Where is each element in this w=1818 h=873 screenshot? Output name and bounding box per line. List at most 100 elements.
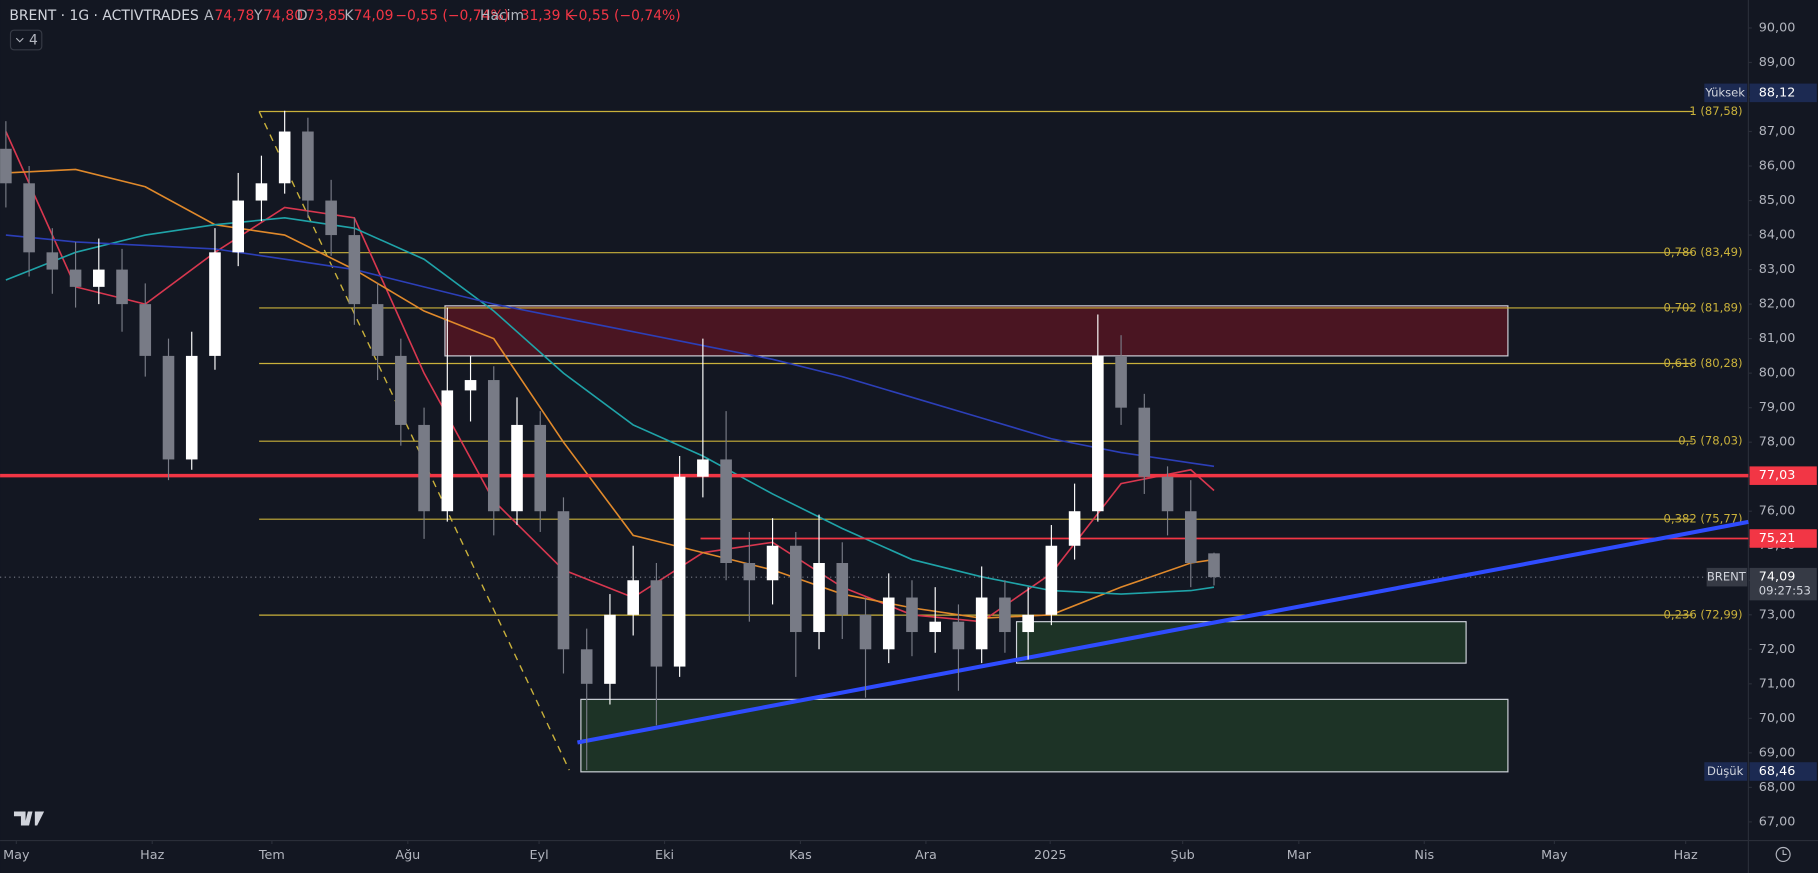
symbol: BRENT · 1G · ACTIVTRADES — [9, 8, 199, 24]
candle-body — [697, 459, 709, 477]
candle-body — [116, 269, 128, 305]
candle-body — [906, 597, 918, 633]
candle-body — [209, 252, 221, 356]
x-tick-label: May — [3, 848, 30, 863]
candle-body — [882, 597, 895, 650]
candle-body — [162, 355, 175, 460]
fib-label: 0,382 (75,77) — [1664, 512, 1743, 526]
candle-body — [325, 200, 337, 236]
price-badge-label: 77,03 — [1759, 468, 1796, 483]
clock-icon[interactable] — [1775, 846, 1791, 862]
extreme-value: 68,46 — [1759, 764, 1796, 779]
candle-body — [604, 614, 616, 684]
candle-body — [1161, 476, 1174, 512]
candle-body — [418, 424, 430, 512]
fib-label: 0,702 (81,89) — [1664, 300, 1743, 314]
extreme-value-badge — [1749, 762, 1817, 781]
candle-body — [302, 131, 314, 201]
indicator-count: 4 — [29, 33, 38, 49]
y-tick-label: 79,00 — [1759, 400, 1796, 415]
candle-body — [557, 511, 570, 650]
fib-label: 0,236 (72,99) — [1664, 608, 1743, 622]
y-tick-label: 78,00 — [1759, 435, 1796, 450]
y-tick-label: 83,00 — [1759, 262, 1796, 277]
candle-body — [348, 235, 361, 305]
candle-body — [859, 614, 872, 650]
candle-body — [1184, 511, 1197, 564]
zone — [444, 305, 1509, 357]
y-tick-label: 84,00 — [1759, 228, 1796, 243]
x-tick-label: Haz — [140, 848, 164, 863]
candle-body — [464, 380, 477, 391]
y-tick-label: 85,00 — [1759, 193, 1796, 208]
candle-body — [1068, 511, 1081, 546]
candle-body — [139, 304, 152, 356]
extreme-name: Düşük — [1707, 764, 1744, 778]
x-tick-label: May — [1541, 848, 1568, 863]
candle-body — [999, 597, 1011, 633]
y-tick-label: 70,00 — [1759, 711, 1796, 726]
close-value: 74,09 — [354, 8, 394, 24]
x-tick-label: Eyl — [529, 848, 548, 863]
y-tick-label: 76,00 — [1759, 504, 1796, 519]
high-value: 74,80 — [263, 8, 303, 24]
extreme-name-badge — [1704, 762, 1748, 781]
candle-body — [371, 304, 384, 356]
x-tick-label: Haz — [1674, 848, 1698, 863]
candle-body — [673, 476, 686, 667]
candle-body — [580, 649, 593, 684]
y-tick-label: 69,00 — [1759, 745, 1796, 760]
x-tick-label: Eki — [655, 848, 674, 863]
x-tick-label: Kas — [789, 848, 812, 863]
candle-body — [69, 269, 82, 287]
candle-body — [650, 580, 663, 667]
volume-value: 31,39 K — [521, 8, 575, 24]
candle-body — [185, 355, 198, 460]
logo — [13, 811, 45, 826]
candle-body — [46, 252, 59, 270]
candle-body — [627, 580, 639, 615]
candle-body — [1092, 355, 1104, 512]
current-badge — [1749, 567, 1817, 601]
y-tick-label: 82,00 — [1759, 297, 1796, 312]
zone — [1015, 621, 1467, 664]
y-tick-label: 67,00 — [1759, 814, 1796, 829]
fib-label: 1 (87,58) — [1689, 104, 1742, 118]
x-tick-label: Tem — [258, 848, 285, 863]
candle-body — [1115, 355, 1127, 408]
header: BRENT · 1G · ACTIVTRADES A 74,78 Y 74,80… — [9, 8, 681, 51]
candle-body — [278, 131, 291, 184]
candle-body — [1045, 545, 1058, 615]
x-tick-label: Nis — [1414, 848, 1434, 863]
candle-body — [1138, 407, 1151, 477]
candle-body — [534, 424, 547, 512]
y-tick-label: 90,00 — [1759, 20, 1796, 35]
volume-label: Hacim — [480, 8, 524, 24]
candle-body — [93, 269, 105, 287]
candle-body — [395, 355, 407, 425]
x-tick-label: Ara — [915, 848, 937, 863]
low-value: 73,85 — [306, 8, 346, 24]
candle-body — [441, 390, 454, 512]
candle-body — [929, 621, 942, 633]
fib-label: 0,5 (78,03) — [1678, 434, 1742, 448]
extreme-name-badge — [1704, 83, 1748, 103]
extreme-value: 88,12 — [1759, 85, 1796, 100]
candle-body — [952, 621, 965, 650]
zone — [580, 698, 1509, 773]
candle-body — [487, 380, 500, 512]
clock-circle — [1775, 846, 1791, 862]
candle-body — [766, 545, 779, 581]
fib-label: 0,786 (83,49) — [1664, 245, 1743, 259]
candle-body — [743, 563, 756, 581]
fib-label: 0,618 (80,28) — [1664, 356, 1743, 370]
current-badge-label: 74,09 — [1759, 570, 1796, 585]
indicator-toggle[interactable] — [9, 29, 43, 51]
extreme-name: Yüksek — [1704, 85, 1745, 99]
high-label: Y — [253, 8, 263, 24]
candle-body — [975, 597, 988, 650]
candle-body — [511, 424, 523, 512]
y-tick-label: 71,00 — [1759, 676, 1796, 691]
